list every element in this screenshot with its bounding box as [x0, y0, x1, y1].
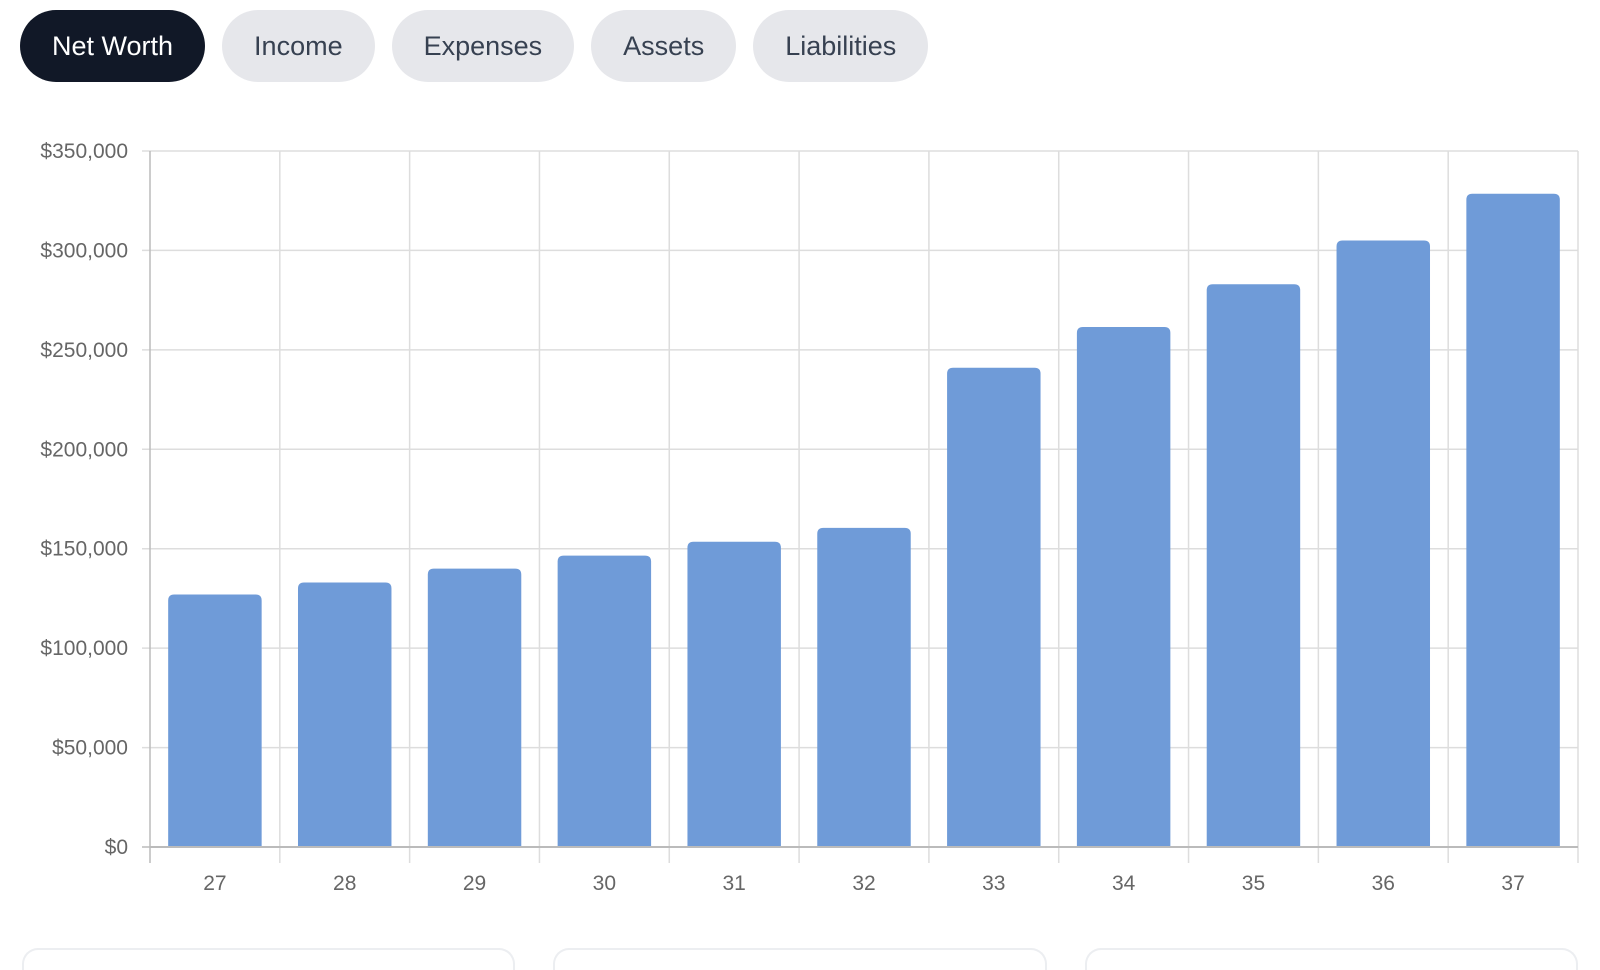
summary-card: [1084, 948, 1578, 970]
y-axis-tick-labels: $0 $50,000 $100,000 $150,000 $200,000 $250,00…: [40, 140, 128, 859]
x-tick-label: 35: [1242, 872, 1265, 895]
y-tick-label: $0: [105, 836, 128, 859]
x-tick-label: 33: [982, 872, 1005, 895]
x-tick-label: 27: [203, 872, 226, 895]
x-tick-label: 32: [852, 872, 875, 895]
y-tick-label: $250,000: [40, 339, 128, 362]
summary-card: [553, 948, 1047, 970]
tab-net-worth[interactable]: Net Worth: [20, 10, 206, 82]
bar-28[interactable]: [297, 582, 392, 847]
y-tick-label: $300,000: [40, 239, 128, 262]
x-tick-label: 37: [1501, 872, 1524, 895]
tab-income[interactable]: Income: [222, 10, 375, 82]
bars: [168, 193, 1560, 848]
bar-36[interactable]: [1336, 240, 1431, 847]
y-tick-label: $200,000: [40, 438, 128, 461]
x-tick-label: 30: [593, 872, 616, 895]
x-tick-label: 31: [723, 872, 746, 895]
view-tabs: Net Worth Income Expenses Assets Liabili…: [20, 10, 929, 82]
x-tick-label: 34: [1112, 872, 1136, 895]
y-tick-label: $50,000: [52, 737, 128, 760]
bar-29[interactable]: [427, 568, 522, 847]
y-tick-label: $350,000: [40, 140, 128, 163]
tab-liabilities[interactable]: Liabilities: [753, 10, 929, 82]
x-axis-tick-labels: 27 28 29 30 31 32 33 34 35 36 37: [203, 872, 1525, 895]
bar-37[interactable]: [1466, 193, 1560, 848]
tab-expenses[interactable]: Expenses: [391, 10, 575, 82]
bar-31[interactable]: [687, 541, 781, 847]
summary-card: [22, 948, 516, 970]
y-tick-label: $150,000: [40, 538, 128, 561]
x-tick-label: 28: [333, 872, 356, 895]
bar-30[interactable]: [557, 555, 652, 847]
y-tick-label: $100,000: [40, 637, 128, 660]
bar-33[interactable]: [947, 367, 1041, 847]
x-tick-label: 29: [463, 872, 486, 895]
bar-32[interactable]: [817, 527, 911, 847]
tab-assets[interactable]: Assets: [591, 10, 737, 82]
x-tick-label: 36: [1372, 872, 1395, 895]
bar-35[interactable]: [1206, 284, 1301, 848]
net-worth-bar-chart: $0 $50,000 $100,000 $150,000 $200,000 $250,00…: [40, 140, 1579, 895]
summary-cards-row: [22, 948, 1578, 970]
bar-27[interactable]: [168, 594, 262, 847]
bar-34[interactable]: [1076, 326, 1171, 847]
